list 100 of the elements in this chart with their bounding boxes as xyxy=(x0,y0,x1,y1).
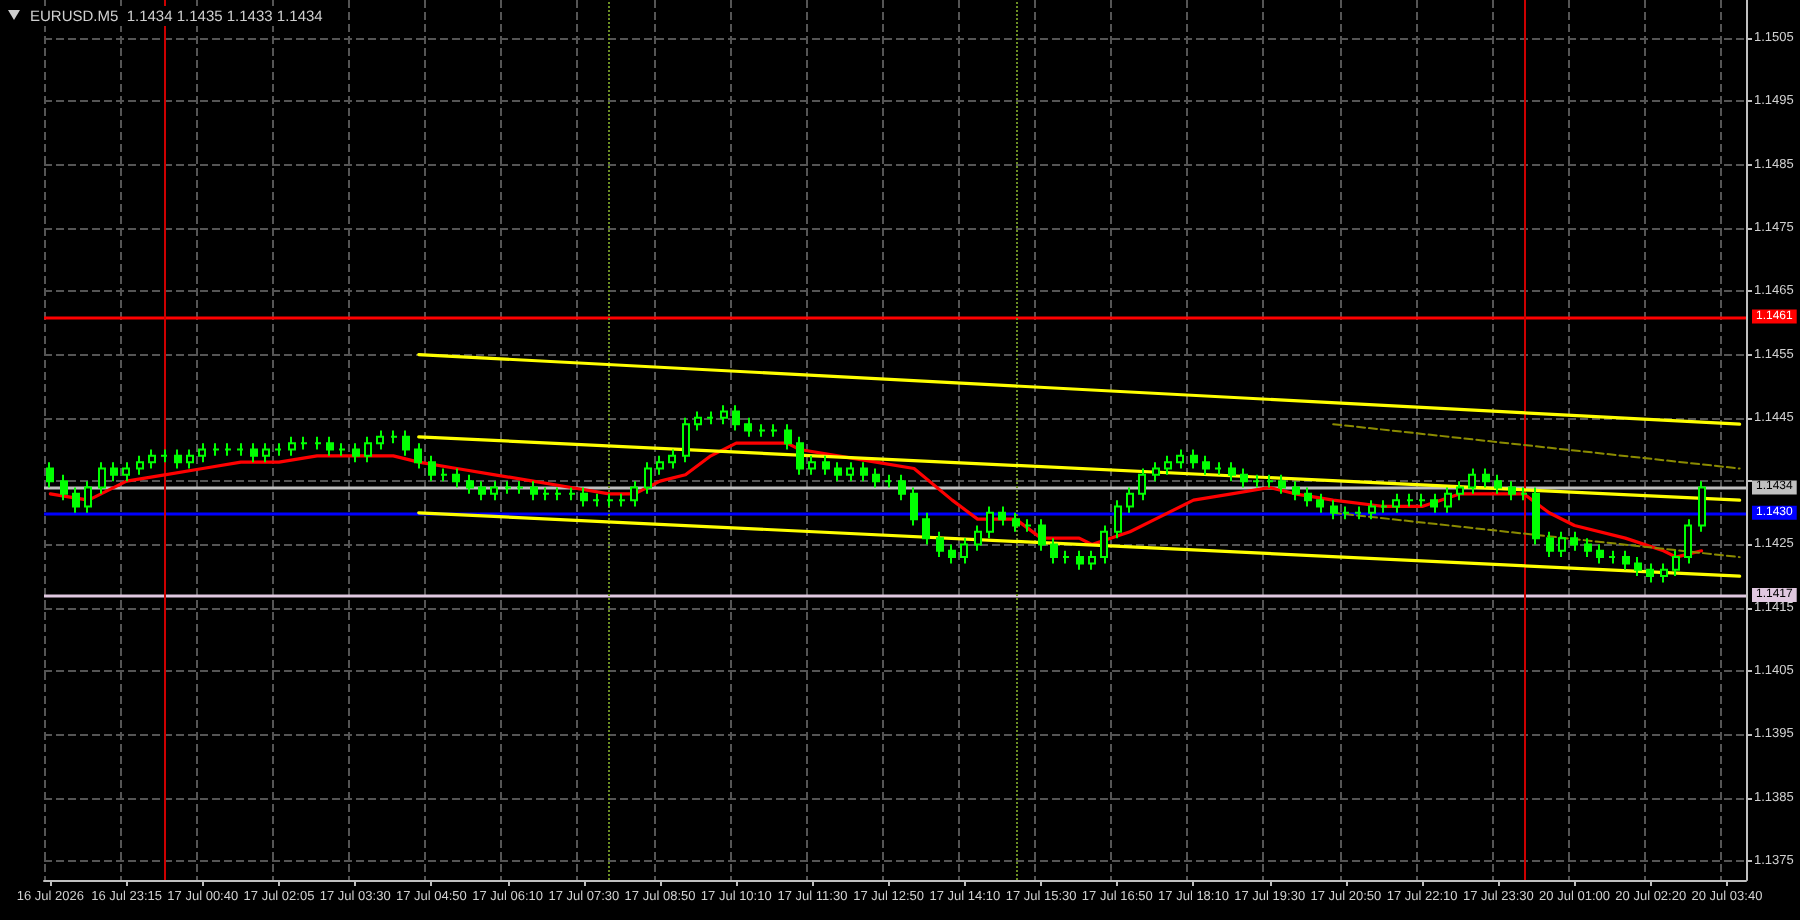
candlestick xyxy=(884,473,892,489)
candlestick xyxy=(1024,518,1032,533)
candlestick xyxy=(1088,549,1096,571)
candlestick xyxy=(1622,549,1630,571)
candlestick xyxy=(504,480,512,495)
candlestick xyxy=(618,492,626,508)
candlestick xyxy=(1546,530,1554,559)
candlestick xyxy=(110,461,118,483)
candlestick xyxy=(1342,505,1350,521)
candlestick xyxy=(1214,461,1222,476)
candlestick xyxy=(1520,486,1528,502)
candlestick xyxy=(1672,549,1680,578)
candlestick xyxy=(784,423,792,451)
candlestick xyxy=(352,442,360,464)
candlestick xyxy=(402,429,410,457)
candlestick xyxy=(198,442,206,464)
candlestick xyxy=(46,461,54,489)
candlestick xyxy=(606,492,614,508)
candlestick xyxy=(1532,486,1540,546)
candlestick xyxy=(796,435,804,476)
candlestick xyxy=(174,448,182,470)
candlestick xyxy=(1038,518,1046,552)
candlestick xyxy=(1100,524,1108,565)
candlestick xyxy=(860,461,868,483)
candlestick xyxy=(262,442,270,464)
candlestick xyxy=(1278,473,1286,495)
candlestick xyxy=(910,486,918,527)
candlestick xyxy=(986,505,994,540)
candlestick xyxy=(326,435,334,457)
candlestick xyxy=(466,473,474,495)
candlestick xyxy=(1304,486,1312,508)
candlestick xyxy=(1316,492,1324,514)
candlestick xyxy=(644,461,652,495)
candlestick xyxy=(568,486,576,502)
candlestick xyxy=(630,480,638,508)
candlestick xyxy=(478,480,486,502)
line-series xyxy=(48,441,1704,559)
candlestick xyxy=(516,480,524,495)
candlestick xyxy=(1418,492,1426,508)
candlestick xyxy=(1202,454,1210,476)
candlestick xyxy=(1508,480,1516,502)
candlestick xyxy=(250,442,258,464)
candlestick xyxy=(872,467,880,489)
candlestick xyxy=(770,423,778,438)
candlestick xyxy=(656,454,664,476)
candlestick xyxy=(1608,549,1616,565)
candlestick xyxy=(1558,530,1566,559)
candlestick xyxy=(1406,492,1414,508)
candlestick xyxy=(822,454,830,476)
candlestick xyxy=(898,473,906,502)
candlestick xyxy=(414,442,422,470)
candlestick xyxy=(1660,562,1668,584)
candlestick xyxy=(1164,454,1172,476)
candlestick xyxy=(668,448,676,470)
candlestick xyxy=(1126,486,1134,514)
candlestick xyxy=(452,467,460,489)
candlestick xyxy=(1292,480,1300,502)
candlestick xyxy=(148,448,156,470)
candlestick xyxy=(1698,480,1706,533)
candlestick xyxy=(338,442,346,457)
candlestick xyxy=(846,461,854,483)
candlestick xyxy=(1380,499,1388,514)
candlestick xyxy=(834,461,842,483)
candlestick xyxy=(758,423,766,438)
candlestick xyxy=(720,404,728,426)
candlestick xyxy=(960,537,968,565)
candlestick xyxy=(1138,467,1146,502)
candlestick xyxy=(554,486,562,502)
candlestick xyxy=(490,480,498,502)
candlestick xyxy=(744,416,752,438)
candlestick xyxy=(1596,543,1604,565)
candlestick xyxy=(376,429,384,451)
candlestick xyxy=(592,492,600,508)
candlestick xyxy=(936,530,944,559)
candlestick xyxy=(1152,461,1160,483)
candlestick xyxy=(186,448,194,470)
candlestick xyxy=(236,442,244,457)
candlestick xyxy=(1444,486,1452,514)
candlestick xyxy=(60,473,68,502)
candlestick xyxy=(1354,505,1362,521)
candlestick xyxy=(1252,473,1260,489)
candlestick xyxy=(1176,448,1184,470)
candlestick xyxy=(428,454,436,483)
candlestick xyxy=(440,467,448,483)
candlestick xyxy=(1456,480,1464,502)
candlestick xyxy=(1228,461,1236,483)
candlestick xyxy=(1494,473,1502,495)
candlestick xyxy=(706,410,714,426)
candlestick xyxy=(122,461,130,483)
candlestick xyxy=(1584,537,1592,559)
candlestick xyxy=(274,442,282,457)
candlestick xyxy=(390,429,398,445)
candlestick xyxy=(160,448,168,464)
candlestick xyxy=(998,505,1006,527)
candlestick xyxy=(1468,467,1476,495)
candlestick xyxy=(948,543,956,565)
candlestick xyxy=(1368,499,1376,521)
candlestick xyxy=(974,524,982,552)
candlestick xyxy=(1114,499,1122,540)
candlestick xyxy=(72,486,80,514)
